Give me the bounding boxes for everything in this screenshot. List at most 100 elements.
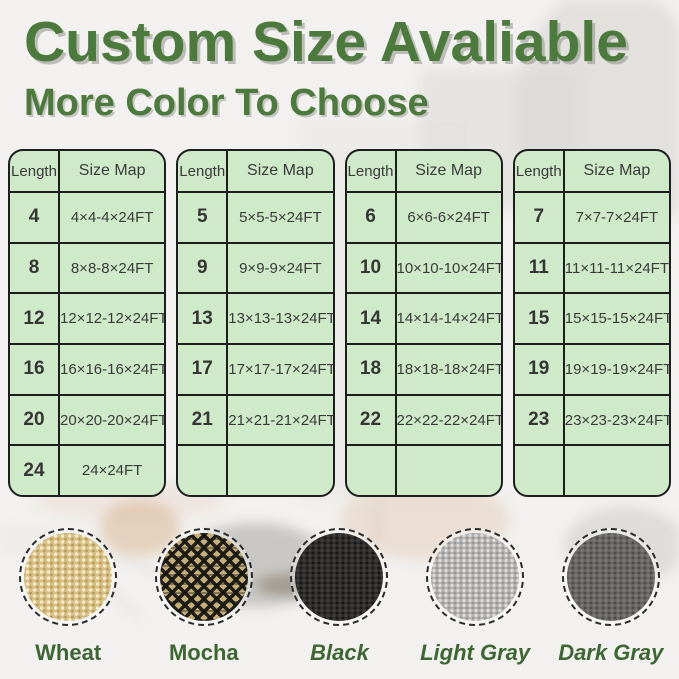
- table-row: 7 7×7-7×24FT: [514, 193, 669, 244]
- size-cell: 10×10-10×24FT: [396, 259, 503, 277]
- page-subtitle: More Color To Choose: [24, 82, 429, 124]
- table-row: 19 19×19-19×24FT: [514, 345, 671, 396]
- length-cell: 21: [178, 395, 229, 445]
- swatch-ring: [154, 528, 253, 626]
- length-cell: 20: [10, 395, 60, 445]
- table-row: 5 5×5-5×24FT: [178, 193, 333, 244]
- length-header: Length: [515, 151, 565, 191]
- table-row: 10 10×10-10×24FT: [346, 243, 503, 295]
- size-cell: 13×13-13×24FT: [228, 310, 335, 328]
- size-table-3: Length Size Map 6 6×6-6×24FT 10 10×10-10…: [344, 149, 503, 497]
- page-title: Custom Size Avaliable: [24, 10, 628, 74]
- table-header-row: Length Size Map: [10, 151, 165, 193]
- size-cell: 14×14-14×24FT: [396, 310, 503, 328]
- size-table-4: Length Size Map 7 7×7-7×24FT 11 11×11-11…: [512, 149, 671, 497]
- length-cell: 24: [10, 446, 60, 495]
- table-row: 8 8×8-8×24FT: [10, 243, 165, 295]
- length-cell: 19: [515, 345, 565, 394]
- size-cell: 8×8-8×24FT: [70, 259, 154, 277]
- size-table-1: Length Size Map 4 4×4-4×24FT 8 8×8-8×24F…: [8, 149, 167, 497]
- size-cell: 18×18-18×24FT: [396, 360, 503, 378]
- length-cell: 14: [347, 294, 397, 344]
- table-header-row: Length Size Map: [178, 151, 333, 193]
- length-cell: 15: [515, 294, 565, 344]
- swatch-label: Dark Gray: [558, 640, 664, 665]
- table-row: 18 18×18-18×24FT: [346, 345, 503, 396]
- swatch-wheat: Wheat: [1, 528, 136, 666]
- length-cell: 8: [10, 243, 60, 293]
- length-cell: 16: [10, 345, 60, 394]
- length-cell: [178, 446, 229, 495]
- size-cell: 7×7-7×24FT: [575, 208, 659, 226]
- swatch-label: Mocha: [168, 640, 239, 665]
- size-cell: 4×4-4×24FT: [70, 208, 154, 226]
- length-cell: 7: [515, 193, 565, 242]
- size-cell: [228, 446, 332, 495]
- table-header-row: Length Size Map: [514, 151, 669, 193]
- swatch-ring: [19, 528, 118, 626]
- table-row: 16 16×16-16×24FT: [10, 345, 167, 396]
- size-map-header: Size Map: [78, 162, 146, 179]
- size-cell: 12×12-12×24FT: [60, 310, 167, 328]
- size-cell: [565, 446, 669, 495]
- table-row: 17 17×17-17×24FT: [178, 345, 335, 396]
- table-row: 4 4×4-4×24FT: [10, 193, 165, 244]
- size-map-header: Size Map: [583, 162, 651, 179]
- size-table-2: Length Size Map 5 5×5-5×24FT 9 9×9-9×24F…: [176, 149, 335, 497]
- size-cell: 19×19-19×24FT: [564, 360, 671, 378]
- swatch-label: Black: [310, 640, 369, 665]
- swatch-ring: [561, 528, 660, 626]
- length-cell: 23: [515, 395, 565, 445]
- size-cell: 21×21-21×24FT: [228, 411, 335, 429]
- table-row: [178, 446, 332, 495]
- table-row: 6 6×6-6×24FT: [346, 193, 501, 244]
- table-row: 9 9×9-9×24FT: [178, 243, 333, 295]
- table-row: 21 21×21-21×24FT: [178, 395, 335, 447]
- swatch-ring: [426, 528, 525, 626]
- table-row: 11 11×11-11×24FT: [514, 243, 669, 295]
- size-tables-group: Length Size Map 4 4×4-4×24FT 8 8×8-8×24F…: [8, 149, 671, 497]
- size-cell: 9×9-9×24FT: [239, 259, 322, 277]
- color-swatches-row: Wheat Mocha Black Light Gray Dark Gray: [0, 528, 679, 666]
- size-cell: 16×16-16×24FT: [60, 360, 167, 378]
- length-cell: 22: [347, 395, 397, 445]
- length-cell: [347, 446, 397, 495]
- size-cell: 23×23-23×24FT: [564, 411, 671, 429]
- size-cell: 22×22-22×24FT: [396, 411, 503, 429]
- length-cell: 13: [178, 294, 229, 344]
- table-row: 12 12×12-12×24FT: [10, 294, 167, 346]
- size-cell: 6×6-6×24FT: [407, 208, 490, 226]
- table-row: 13 13×13-13×24FT: [178, 294, 335, 346]
- length-cell: 10: [347, 243, 397, 293]
- length-header: Length: [10, 151, 60, 191]
- length-cell: 9: [178, 243, 229, 293]
- size-cell: [397, 446, 501, 495]
- light-gray-fabric-texture: [431, 533, 520, 621]
- size-map-header: Size Map: [247, 162, 314, 179]
- table-row: [347, 446, 501, 495]
- wheat-fabric-texture: [24, 533, 113, 621]
- table-row: 23 23×23-23×24FT: [514, 395, 671, 447]
- table-row: 15 15×15-15×24FT: [514, 294, 669, 346]
- size-cell: 5×5-5×24FT: [239, 208, 322, 226]
- length-cell: 6: [347, 193, 397, 242]
- length-cell: 17: [178, 345, 229, 394]
- length-cell: 12: [10, 294, 60, 344]
- table-row: 14 14×14-14×24FT: [346, 294, 503, 346]
- length-cell: 4: [10, 193, 60, 242]
- black-fabric-texture: [295, 533, 384, 621]
- size-cell: 24×24FT: [81, 462, 143, 480]
- swatch-ring: [290, 528, 389, 626]
- swatch-label: Light Gray: [420, 640, 531, 665]
- table-row: 22 22×22-22×24FT: [346, 395, 503, 447]
- length-cell: [515, 446, 565, 495]
- size-cell: 17×17-17×24FT: [228, 360, 335, 378]
- table-header-row: Length Size Map: [346, 151, 501, 193]
- size-cell: 20×20-20×24FT: [60, 411, 167, 429]
- swatch-mocha: Mocha: [136, 528, 271, 666]
- swatch-light-gray: Light Gray: [408, 528, 543, 666]
- length-cell: 18: [347, 345, 397, 394]
- dark-gray-fabric-texture: [566, 533, 655, 621]
- mocha-fabric-texture: [159, 533, 248, 621]
